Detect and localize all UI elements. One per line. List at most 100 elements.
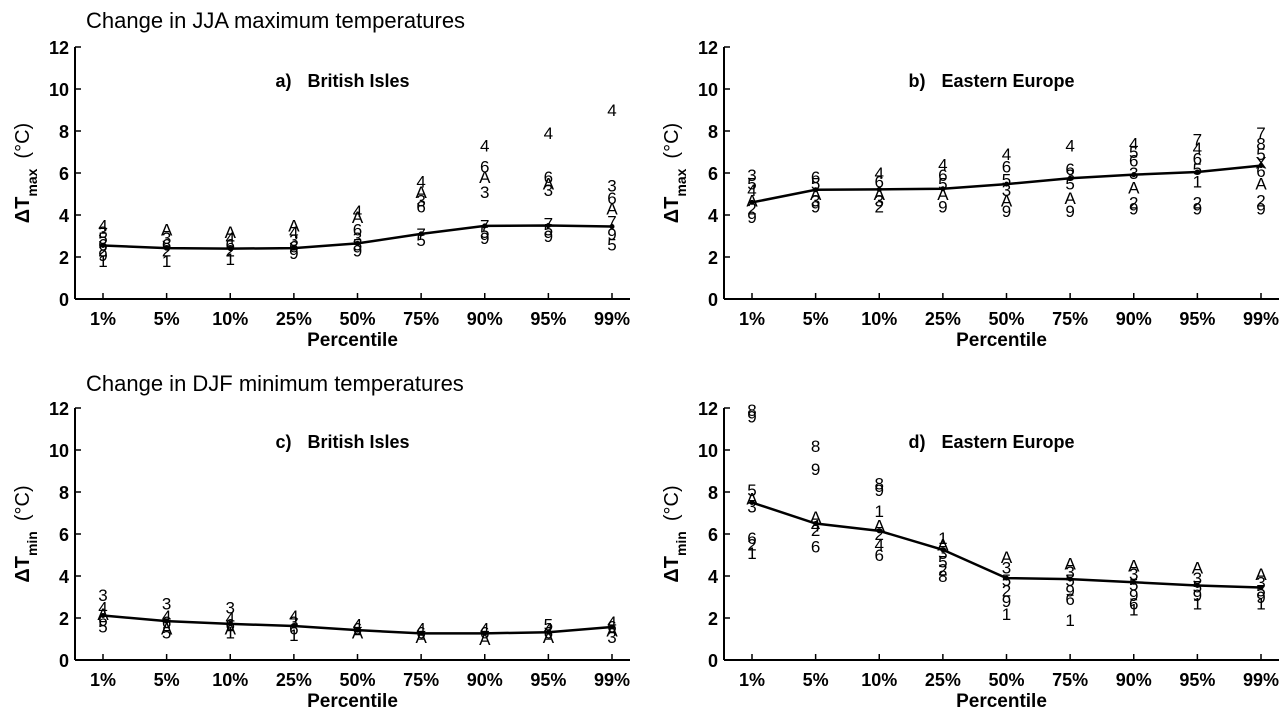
series-point [1004, 575, 1009, 581]
panel-title: c) British Isles [275, 432, 409, 452]
marker-label: 4 [875, 536, 884, 555]
marker-label: 3 [162, 229, 171, 248]
y-tick-label: 6 [708, 164, 718, 184]
marker-label: 8 [747, 401, 756, 420]
x-tick-label: 99% [594, 670, 630, 690]
marker-label: A [352, 208, 364, 227]
marker-label: A [1255, 175, 1267, 194]
x-tick-label: 75% [1052, 670, 1088, 690]
x-tick-label: 90% [467, 309, 503, 329]
y-tick-label: 8 [59, 122, 69, 142]
y-tick-label: 0 [59, 290, 69, 310]
marker-label: 3 [747, 166, 756, 185]
marker-label: 4 [480, 620, 489, 639]
series-point [545, 223, 551, 228]
marker-label: 3 [289, 613, 298, 632]
x-tick-label: 25% [276, 309, 312, 329]
x-tick-label: 1% [739, 309, 765, 329]
x-tick-label: 95% [1179, 309, 1215, 329]
marker-label: A [1128, 557, 1140, 576]
marker-label: 8 [811, 437, 820, 456]
series-point [418, 231, 424, 237]
y-tick-label: 4 [708, 206, 718, 226]
marker-label: A [1001, 191, 1013, 210]
marker-label: 9 [1002, 592, 1011, 611]
y-axis-label: ΔTmin(°C) [661, 485, 689, 582]
y-tick-label: 12 [698, 38, 718, 58]
marker-label: 4 [353, 202, 362, 221]
marker-label: 6 [607, 189, 616, 208]
x-tick-label: 1% [90, 670, 116, 690]
marker-label: 5 [98, 229, 107, 248]
marker-label: A [225, 223, 237, 242]
marker-label: 5 [1129, 143, 1138, 162]
marker-label: 5 [480, 223, 489, 242]
marker-label: 3 [607, 628, 616, 647]
marker-label: 6 [875, 172, 884, 191]
x-tick-label: 10% [212, 309, 248, 329]
marker-label: 8 [875, 475, 884, 494]
x-axis-label: Percentile [307, 691, 398, 712]
marker-label: 9 [1256, 200, 1265, 219]
y-axis-label: ΔTmin(°C) [12, 485, 40, 582]
marker-label: 4 [98, 599, 107, 618]
series-point [355, 627, 360, 633]
series-point [227, 621, 233, 627]
series-point [100, 612, 106, 618]
y-tick-label: 12 [49, 399, 69, 419]
series-point [1131, 579, 1137, 585]
marker-label: 9 [1065, 202, 1074, 221]
y-tick-label: 0 [708, 651, 718, 671]
section-title-top: Change in JJA maximum temperatures [86, 8, 466, 33]
marker-label: 5 [162, 624, 171, 643]
marker-label: A [288, 217, 300, 236]
marker-label: 6 [1193, 149, 1202, 168]
series-point [1067, 576, 1073, 582]
marker-label: A [606, 200, 618, 219]
marker-label: 4 [607, 101, 616, 120]
y-tick-label: 2 [59, 248, 69, 268]
marker-label: 9 [747, 208, 756, 227]
marker-label: 9 [1256, 588, 1265, 607]
marker-label: 9 [1193, 586, 1202, 605]
y-tick-label: 8 [708, 483, 718, 503]
marker-label: A [543, 175, 555, 194]
marker-label: 2 [747, 200, 756, 219]
y-tick-label: 0 [59, 651, 69, 671]
marker-label: 3 [1193, 569, 1202, 588]
series-point [355, 240, 360, 246]
marker-label: 3 [607, 177, 616, 196]
marker-label: 3 [416, 191, 425, 210]
panel-title: a) British Isles [275, 71, 409, 91]
marker-label: 9 [938, 198, 947, 217]
marker-label: 1 [938, 529, 947, 548]
x-axis-label: Percentile [307, 330, 398, 351]
marker-label: A [1255, 565, 1267, 584]
marker-label: 4 [289, 607, 298, 626]
marker-label: 7 [1256, 124, 1265, 143]
section-title-bottom: Change in DJF minimum temperatures [86, 371, 464, 396]
marker-label: 9 [1002, 202, 1011, 221]
marker-label: 6 [1065, 160, 1074, 179]
marker-label: 9 [875, 481, 884, 500]
series-point [418, 630, 424, 636]
panel-title: b) Eastern Europe [908, 71, 1074, 91]
x-tick-label: 75% [403, 309, 439, 329]
marker-label: 4 [938, 156, 947, 175]
x-axis-label: Percentile [956, 691, 1047, 712]
marker-label: 6 [1002, 158, 1011, 177]
series-point [749, 199, 755, 205]
marker-label: 5 [1002, 170, 1011, 189]
x-tick-label: 90% [1116, 309, 1152, 329]
marker-label: 4 [226, 609, 235, 628]
marker-label: 6 [1129, 594, 1138, 613]
marker-label: 9 [1129, 586, 1138, 605]
marker-label: 4 [416, 620, 425, 639]
series-point [609, 224, 615, 230]
marker-label: 4 [1002, 145, 1011, 164]
series-point [813, 521, 819, 526]
marker-label: 7 [1193, 130, 1202, 149]
series-point [1131, 172, 1137, 178]
marker-label: 1 [1002, 605, 1011, 624]
